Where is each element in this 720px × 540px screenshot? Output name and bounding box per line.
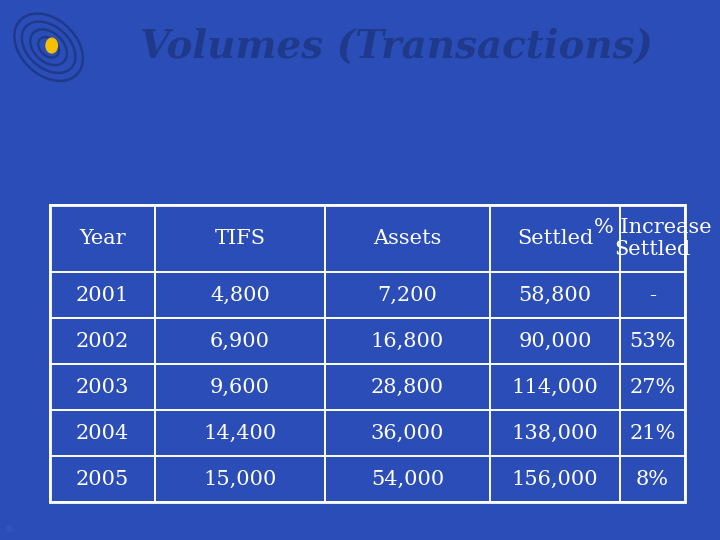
Text: 14,400: 14,400: [203, 424, 276, 443]
Text: 9,600: 9,600: [210, 377, 270, 396]
Bar: [620, 205, 685, 272]
Text: 2001: 2001: [76, 286, 129, 305]
Bar: [50, 364, 155, 410]
Bar: [155, 456, 325, 502]
Text: 53%: 53%: [629, 332, 675, 350]
Bar: [490, 364, 620, 410]
Text: 4,800: 4,800: [210, 286, 270, 305]
Bar: [325, 456, 490, 502]
Text: 6,900: 6,900: [210, 332, 270, 350]
Bar: [490, 318, 620, 364]
Bar: [155, 205, 325, 272]
Bar: [490, 456, 620, 502]
Bar: [620, 272, 685, 318]
Text: 114,000: 114,000: [512, 377, 598, 396]
Text: Year: Year: [79, 229, 126, 248]
Bar: [490, 205, 620, 272]
Text: 8%: 8%: [636, 470, 669, 489]
Bar: [325, 205, 490, 272]
Text: 7,200: 7,200: [377, 286, 438, 305]
Text: 2003: 2003: [76, 377, 129, 396]
Bar: [620, 364, 685, 410]
Text: 21%: 21%: [629, 424, 675, 443]
Text: TIFS: TIFS: [215, 229, 266, 248]
Text: 36,000: 36,000: [371, 424, 444, 443]
Text: % Increase
Settled: % Increase Settled: [594, 218, 711, 259]
Bar: [50, 318, 155, 364]
Text: Settled: Settled: [517, 229, 593, 248]
Bar: [50, 205, 685, 502]
Text: 16,800: 16,800: [371, 332, 444, 350]
Bar: [50, 205, 155, 272]
Text: 54,000: 54,000: [371, 470, 444, 489]
Text: 27%: 27%: [629, 377, 675, 396]
Bar: [620, 456, 685, 502]
Bar: [620, 410, 685, 456]
Bar: [490, 272, 620, 318]
Bar: [325, 410, 490, 456]
Bar: [620, 318, 685, 364]
Text: 2002: 2002: [76, 332, 129, 350]
Text: Volumes (Transactions): Volumes (Transactions): [140, 28, 652, 66]
Text: 28,800: 28,800: [371, 377, 444, 396]
Text: 15,000: 15,000: [203, 470, 276, 489]
Bar: [490, 410, 620, 456]
Text: 58,800: 58,800: [518, 286, 592, 305]
Text: 156,000: 156,000: [512, 470, 598, 489]
Bar: [50, 410, 155, 456]
Bar: [155, 272, 325, 318]
Bar: [50, 456, 155, 502]
Text: -: -: [649, 286, 656, 305]
Bar: [325, 364, 490, 410]
Text: 2005: 2005: [76, 470, 129, 489]
Bar: [155, 364, 325, 410]
Text: 138,000: 138,000: [512, 424, 598, 443]
Text: Assets: Assets: [373, 229, 441, 248]
Bar: [155, 318, 325, 364]
Bar: [155, 410, 325, 456]
Bar: [325, 318, 490, 364]
Text: 90,000: 90,000: [518, 332, 592, 350]
Bar: [50, 272, 155, 318]
Text: 2004: 2004: [76, 424, 129, 443]
Bar: [325, 272, 490, 318]
